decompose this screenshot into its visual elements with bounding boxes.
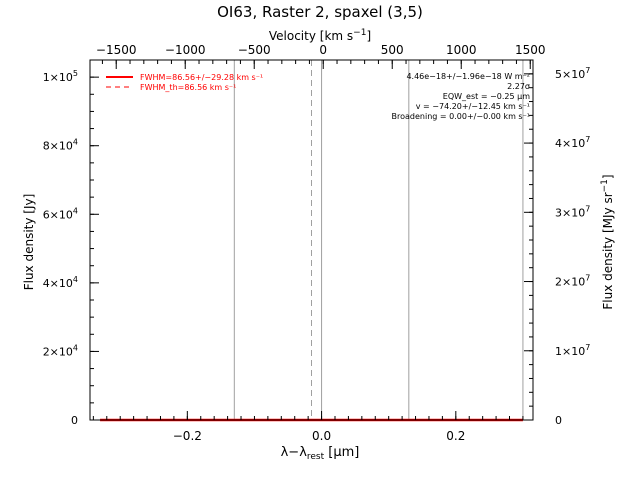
svg-text:Velocity [km s−1]: Velocity [km s−1]: [269, 28, 371, 43]
right-tick-label: 3×107: [555, 204, 590, 219]
annotation-line: 2.27σ: [507, 82, 530, 91]
left-tick-label: 4×104: [43, 275, 78, 290]
legend-label: FWHM_th=86.56 km s⁻¹: [140, 83, 236, 92]
right-tick-label: 0: [555, 414, 562, 427]
bottom-tick-label: −0.2: [173, 429, 202, 443]
annotation-line: 4.46e−18+/−1.96e−18 W m⁻²: [406, 72, 530, 81]
top-axis: −1500 −1000 −500 0 500 1000 1500: [96, 43, 546, 69]
right-tick-label: 5×107: [555, 66, 590, 81]
velocity-axis-title: Velocity [km s−1]: [269, 28, 371, 43]
legend-label: FWHM=86.56+/−29.28 km s⁻¹: [140, 73, 263, 82]
left-tick-label: 6×104: [43, 206, 78, 221]
left-tick-label: 0: [71, 414, 78, 427]
left-tick-label: 2×104: [43, 343, 78, 358]
reference-lines: [233, 60, 524, 420]
top-tick-label: −500: [238, 43, 271, 57]
annotation-line: EQW_est = −0.25 μm: [443, 92, 530, 101]
bottom-tick-label: 0.2: [446, 429, 465, 443]
chart-title: OI63, Raster 2, spaxel (3,5): [217, 3, 423, 21]
top-tick-label: −1500: [96, 43, 137, 57]
top-tick-label: 1500: [515, 43, 546, 57]
y-axis-title-left: Flux density [Jy]: [22, 194, 36, 291]
annotation-line: v = −74.20+/−12.45 km s⁻¹: [416, 102, 530, 111]
right-tick-label: 2×107: [555, 274, 590, 289]
top-tick-label: 0: [319, 43, 327, 57]
top-tick-label: 1000: [446, 43, 477, 57]
bottom-tick-label: 0.0: [312, 429, 331, 443]
right-tick-label: 4×107: [555, 135, 590, 150]
left-axis: 0 2×104 4×104 6×104 8×104 1×105: [43, 69, 99, 427]
svg-text:λ−λrest [μm]: λ−λrest [μm]: [281, 445, 360, 462]
top-tick-label: 500: [381, 43, 404, 57]
annotation-line: Broadening = 0.00+/−0.00 km s⁻¹: [392, 112, 530, 121]
top-tick-label: −1000: [165, 43, 206, 57]
right-axis: 0 1×107 2×107 3×107 4×107 5×107: [524, 59, 590, 427]
left-tick-label: 1×105: [43, 69, 78, 84]
left-tick-label: 8×104: [43, 138, 78, 153]
right-tick-label: 1×107: [555, 343, 590, 358]
bottom-axis: −0.2 0.0 0.2: [92, 411, 524, 443]
y-axis-title-right: Flux density [MJy sr−1]: [600, 174, 615, 309]
x-axis-title: λ−λrest [μm]: [281, 445, 360, 462]
